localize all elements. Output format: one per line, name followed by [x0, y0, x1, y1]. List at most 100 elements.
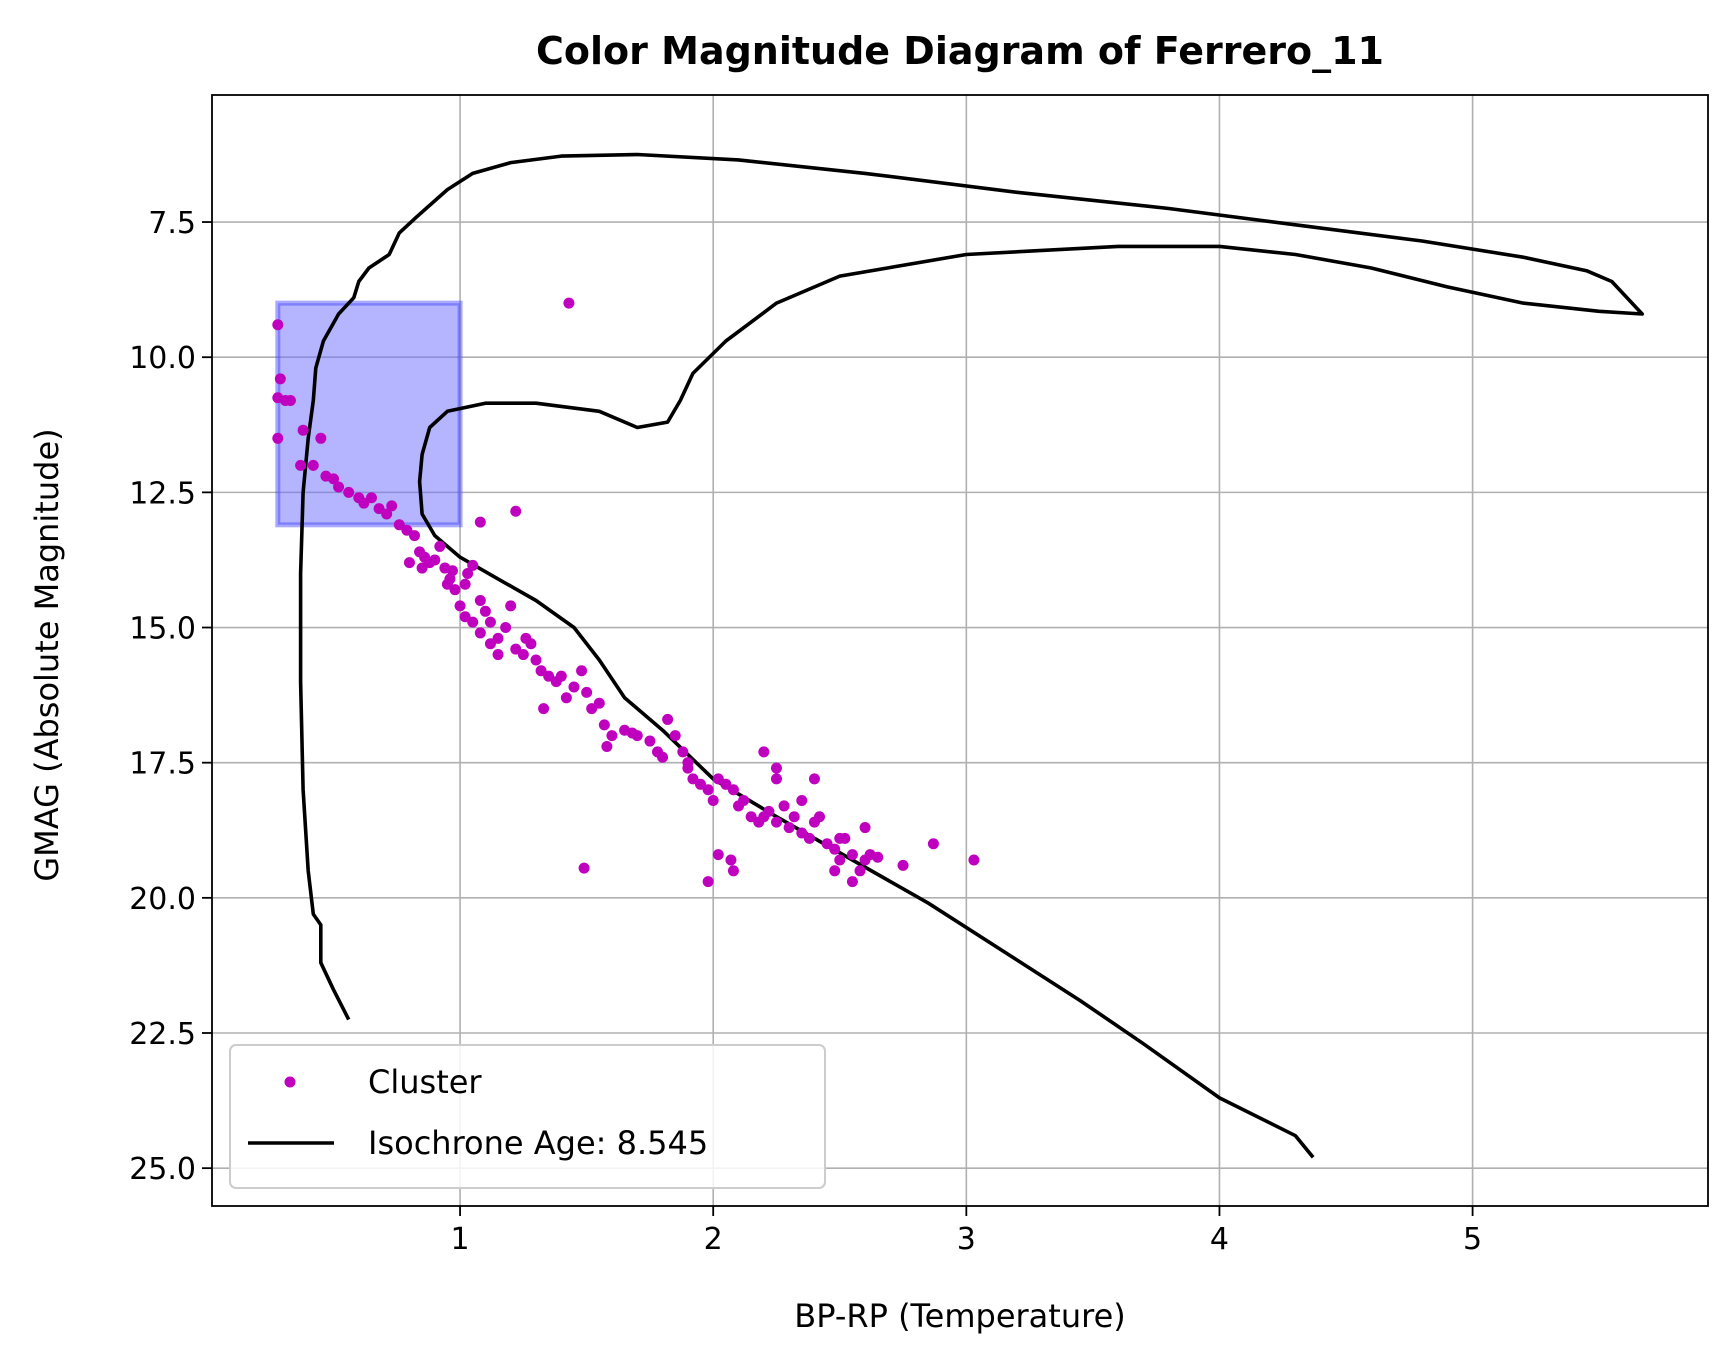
cluster-point-12 — [328, 473, 340, 485]
cluster-point-121 — [682, 757, 694, 769]
cluster-points-layer — [272, 297, 980, 888]
cluster-point-28 — [416, 562, 428, 574]
cluster-point-21 — [393, 519, 405, 531]
cluster-point-57 — [568, 681, 580, 693]
cluster-point-91 — [803, 832, 815, 844]
legend-box — [229, 1044, 826, 1189]
cluster-point-13 — [333, 481, 345, 493]
cluster-point-103 — [758, 746, 770, 758]
cluster-point-64 — [606, 730, 618, 742]
cluster-point-70 — [669, 730, 681, 742]
y-tick-label-2: 12.5 — [129, 476, 196, 511]
cluster-point-117 — [662, 713, 674, 725]
cluster-point-61 — [593, 697, 605, 709]
cluster-point-119 — [859, 822, 871, 834]
cluster-point-5 — [272, 432, 284, 444]
cluster-point-60 — [586, 703, 598, 715]
y-tick-label-6: 22.5 — [129, 1017, 196, 1052]
cluster-point-98 — [846, 849, 858, 861]
cluster-point-8 — [307, 459, 319, 471]
cluster-point-45 — [492, 632, 504, 644]
cluster-point-88 — [783, 822, 795, 834]
cluster-point-6 — [563, 297, 575, 309]
cluster-point-19 — [381, 508, 393, 520]
cluster-point-46 — [500, 622, 512, 634]
cluster-point-36 — [462, 567, 474, 579]
cluster-point-129 — [829, 865, 841, 877]
cluster-point-93 — [814, 811, 826, 823]
cluster-point-48 — [510, 643, 522, 655]
cluster-point-74 — [695, 778, 707, 790]
cluster-point-56 — [560, 692, 572, 704]
cluster-point-77 — [712, 773, 724, 785]
y-tick-label-7: 25.0 — [129, 1152, 196, 1187]
cluster-point-22 — [401, 524, 413, 536]
cluster-point-78 — [720, 778, 732, 790]
cluster-point-18 — [373, 503, 385, 515]
cluster-point-62 — [598, 719, 610, 731]
chart-title: Color Magnitude Diagram of Ferrero_11 — [536, 29, 1384, 73]
cluster-point-51 — [530, 654, 542, 666]
cluster-point-128 — [796, 827, 808, 839]
cluster-point-113 — [968, 854, 980, 866]
cluster-point-86 — [770, 816, 782, 828]
cluster-point-55 — [538, 703, 550, 715]
cluster-point-105 — [808, 773, 820, 785]
cluster-point-115 — [474, 516, 486, 528]
cluster-point-71 — [677, 746, 689, 758]
cluster-point-108 — [727, 865, 739, 877]
cluster-point-79 — [727, 784, 739, 796]
highlight-region-layer — [275, 300, 463, 528]
cluster-point-112 — [927, 838, 939, 850]
cluster-point-102 — [872, 851, 884, 863]
legend: Cluster Isochrone Age: 8.545 — [229, 1044, 826, 1189]
cluster-point-81 — [738, 795, 750, 807]
cluster-point-94 — [821, 838, 833, 850]
y-tick-label-0: 7.5 — [148, 206, 196, 241]
x-axis-label: BP-RP (Temperature) — [794, 1297, 1125, 1335]
cluster-point-30 — [434, 540, 446, 552]
cluster-point-9 — [297, 424, 309, 436]
cluster-point-52 — [535, 665, 547, 677]
cluster-point-82 — [745, 811, 757, 823]
cluster-point-4 — [284, 394, 296, 406]
cluster-point-120 — [834, 832, 846, 844]
cluster-point-33 — [449, 584, 461, 596]
cluster-point-126 — [446, 565, 458, 577]
cluster-point-0 — [272, 319, 284, 331]
legend-cluster-marker — [284, 1076, 296, 1088]
x-tick-label-2: 3 — [957, 1222, 976, 1257]
cluster-point-123 — [555, 670, 567, 682]
isochrone-layer — [298, 152, 1644, 1159]
cluster-point-41 — [479, 605, 491, 617]
y-tick-label-5: 20.0 — [129, 882, 196, 917]
cluster-point-106 — [712, 849, 724, 861]
cluster-point-89 — [788, 811, 800, 823]
cluster-point-111 — [897, 859, 909, 871]
cluster-point-124 — [492, 649, 504, 661]
cluster-point-53 — [543, 670, 555, 682]
y-axis-label: GMAG (Absolute Magnitude) — [28, 428, 66, 881]
cluster-point-43 — [474, 627, 486, 639]
cluster-point-75 — [702, 784, 714, 796]
cluster-point-96 — [834, 854, 846, 866]
x-tick-label-0: 1 — [451, 1222, 470, 1257]
cluster-point-34 — [441, 578, 453, 590]
legend-label-0: Cluster — [368, 1063, 482, 1101]
cluster-point-118 — [770, 773, 782, 785]
cluster-point-39 — [467, 616, 479, 628]
cluster-point-63 — [601, 740, 613, 752]
cluster-point-49 — [517, 649, 529, 661]
cluster-point-14 — [343, 486, 355, 498]
cluster-point-69 — [657, 751, 669, 763]
cluster-point-76 — [707, 795, 719, 807]
cluster-point-116 — [510, 505, 522, 517]
cluster-point-7 — [295, 459, 307, 471]
cluster-point-10 — [315, 432, 327, 444]
cluster-point-42 — [484, 616, 496, 628]
cluster-point-1 — [274, 373, 286, 385]
x-tick-label-1: 2 — [704, 1222, 723, 1257]
cluster-point-114 — [578, 862, 590, 874]
isochrone-line — [298, 152, 1644, 1159]
